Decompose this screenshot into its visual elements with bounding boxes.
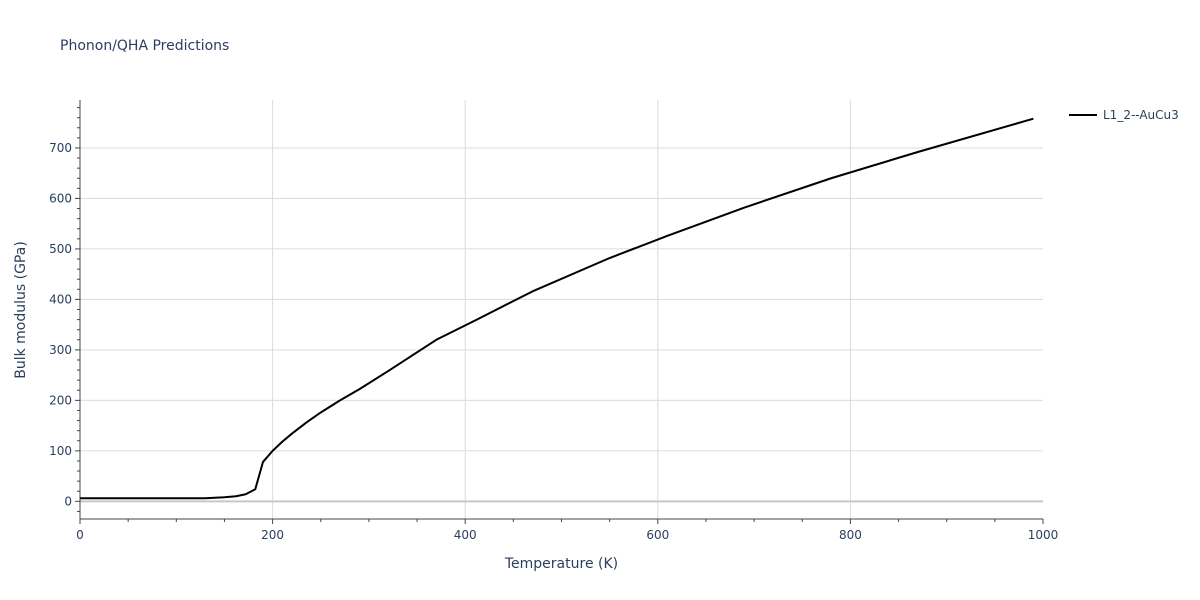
x-tick-labels: 0 200 400 600 800 1000: [76, 528, 1058, 542]
x-tick-label: 200: [261, 528, 284, 542]
series-group: [80, 117, 1034, 500]
y-tick-label: 400: [49, 292, 72, 306]
x-tick-label: 800: [839, 528, 862, 542]
x-tick-label: 1000: [1028, 528, 1059, 542]
chart-title: Phonon/QHA Predictions: [60, 38, 229, 54]
y-tick-labels: 0 100 200 300 400 500 600 700: [49, 141, 72, 508]
legend-label: L1_2--AuCu3: [1103, 108, 1179, 122]
grid: [80, 100, 1043, 519]
x-tick-label: 400: [454, 528, 477, 542]
y-tick-label: 700: [49, 141, 72, 155]
y-tick-label: 100: [49, 444, 72, 458]
series-line: [80, 117, 1034, 500]
y-tick-label: 0: [64, 494, 72, 508]
y-axis-title: Bulk modulus (GPa): [13, 241, 29, 379]
legend[interactable]: L1_2--AuCu3: [1069, 108, 1179, 122]
x-axis-title: Temperature (K): [504, 556, 618, 572]
y-tick-label: 600: [49, 191, 72, 205]
axes: [79, 100, 1043, 520]
x-tick-label: 0: [76, 528, 84, 542]
minor-ticks: [75, 107, 1044, 524]
x-tick-label: 600: [646, 528, 669, 542]
y-tick-label: 200: [49, 393, 72, 407]
y-tick-label: 500: [49, 242, 72, 256]
y-tick-label: 300: [49, 343, 72, 357]
